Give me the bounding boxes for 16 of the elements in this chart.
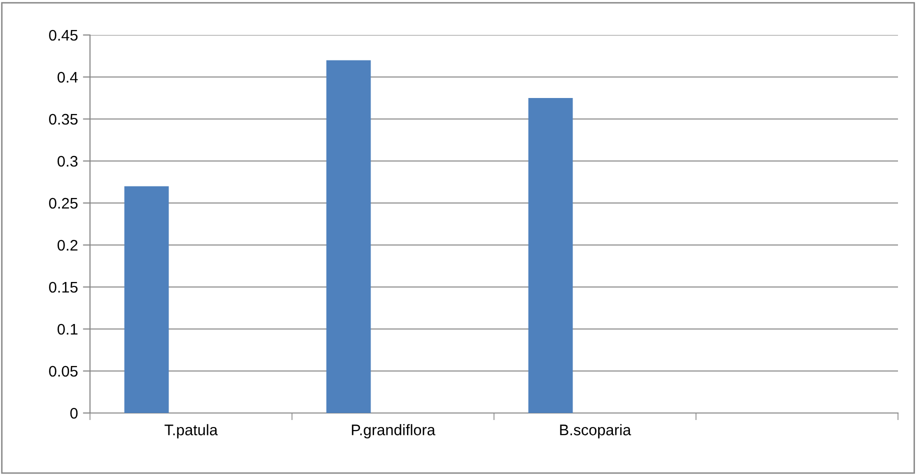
y-tick-label: 0.3 [58,156,78,167]
y-tick-label: 0.45 [49,30,78,41]
x-tick-label: P.grandiflora [352,424,436,438]
y-tick-label: 0.35 [49,114,78,125]
y-tick-label: 0.1 [58,324,78,335]
y-tick-label: 0.05 [49,366,78,377]
y-tick-label: 0.25 [49,198,78,209]
bar [528,98,573,413]
y-tick-label: 0.4 [58,72,78,83]
bar [124,186,169,413]
y-tick-label: 0 [70,408,78,419]
x-tick-label: B.scoparia [560,424,632,438]
bar [326,60,371,413]
y-tick-label: 0.2 [58,240,78,251]
y-tick-label: 0.15 [49,282,78,293]
x-tick-label: T.patula [164,424,218,438]
